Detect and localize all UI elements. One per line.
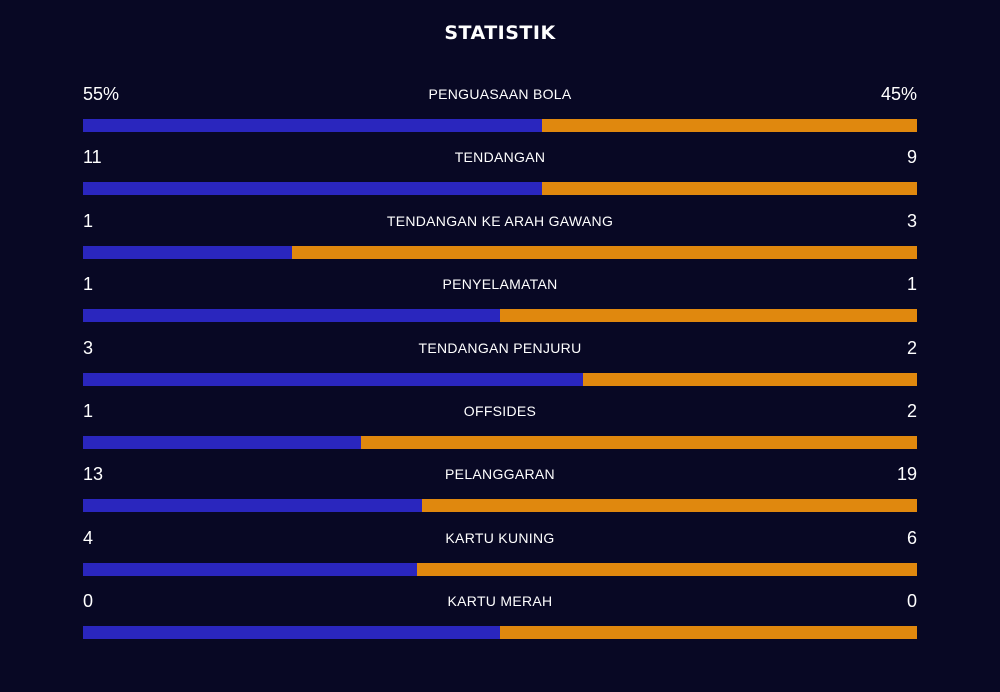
home-bar-fill — [83, 309, 500, 323]
stat-row: 4 KARTU KUNING 6 — [83, 524, 917, 587]
panel-title: STATISTIK — [444, 22, 556, 44]
comparison-bar — [83, 562, 917, 576]
home-value: 11 — [83, 147, 102, 168]
comparison-bar — [83, 245, 917, 259]
stat-label: PENYELAMATAN — [442, 276, 558, 293]
away-bar-fill — [416, 562, 917, 576]
home-value: 4 — [83, 527, 94, 548]
stats-list: 55% PENGUASAAN BOLA 45% 11 TENDANGAN 9 1 TENDAN… — [83, 80, 917, 651]
home-value: 55% — [83, 84, 120, 104]
comparison-bar — [83, 119, 917, 132]
comparison-bar — [83, 435, 917, 449]
away-bar-fill — [421, 499, 917, 513]
home-bar-fill — [83, 626, 500, 640]
home-value: 1 — [83, 274, 94, 295]
stat-row: 11 TENDANGAN 9 — [83, 143, 917, 206]
stat-label: TENDANGAN KE ARAH GAWANG — [386, 212, 614, 229]
home-bar-fill — [83, 119, 542, 132]
stat-row: 1 PENYELAMATAN 1 — [83, 270, 917, 333]
home-value: 1 — [83, 400, 94, 421]
away-value: 2 — [906, 400, 917, 421]
home-bar-fill — [83, 435, 361, 449]
stat-label: TENDANGAN — [454, 149, 546, 166]
stat-row: 55% PENGUASAAN BOLA 45% — [83, 80, 917, 143]
home-value: 1 — [83, 210, 94, 231]
comparison-bar — [83, 309, 917, 323]
stat-label: KARTU KUNING — [445, 529, 555, 546]
home-bar-fill — [83, 182, 542, 196]
away-bar-fill — [500, 309, 917, 323]
stat-label: OFFSIDES — [463, 402, 537, 419]
away-bar-fill — [541, 182, 917, 196]
stat-label: PENGUASAAN BOLA — [428, 86, 572, 102]
away-bar-fill — [291, 245, 917, 259]
home-value: 13 — [83, 464, 104, 485]
home-value: 0 — [83, 591, 94, 612]
away-bar-fill — [583, 372, 917, 386]
away-value: 1 — [906, 274, 917, 295]
stat-label: KARTU MERAH — [447, 593, 553, 610]
away-bar-fill — [500, 626, 917, 640]
comparison-bar — [83, 499, 917, 513]
away-value: 45% — [880, 84, 917, 104]
comparison-bar — [83, 626, 917, 640]
stat-label: TENDANGAN PENJURU — [418, 339, 582, 356]
away-value: 3 — [906, 210, 917, 231]
stat-row: 3 TENDANGAN PENJURU 2 — [83, 334, 917, 397]
home-bar-fill — [83, 562, 417, 576]
away-value: 0 — [906, 591, 917, 612]
stat-row: 1 OFFSIDES 2 — [83, 397, 917, 460]
away-value: 19 — [896, 464, 917, 485]
stat-row: 1 TENDANGAN KE ARAH GAWANG 3 — [83, 207, 917, 270]
away-bar-fill — [541, 119, 917, 132]
comparison-bar — [83, 372, 917, 386]
stat-row: 13 PELANGGARAN 19 — [83, 460, 917, 523]
away-bar-fill — [360, 435, 917, 449]
comparison-bar — [83, 182, 917, 196]
home-bar-fill — [83, 499, 422, 513]
away-value: 6 — [906, 527, 917, 548]
stat-row: 0 KARTU MERAH 0 — [83, 587, 917, 650]
stat-label: PELANGGARAN — [445, 466, 555, 483]
home-bar-fill — [83, 372, 584, 386]
home-bar-fill — [83, 245, 292, 259]
away-value: 9 — [906, 147, 917, 168]
away-value: 2 — [906, 337, 917, 358]
home-value: 3 — [83, 337, 94, 358]
